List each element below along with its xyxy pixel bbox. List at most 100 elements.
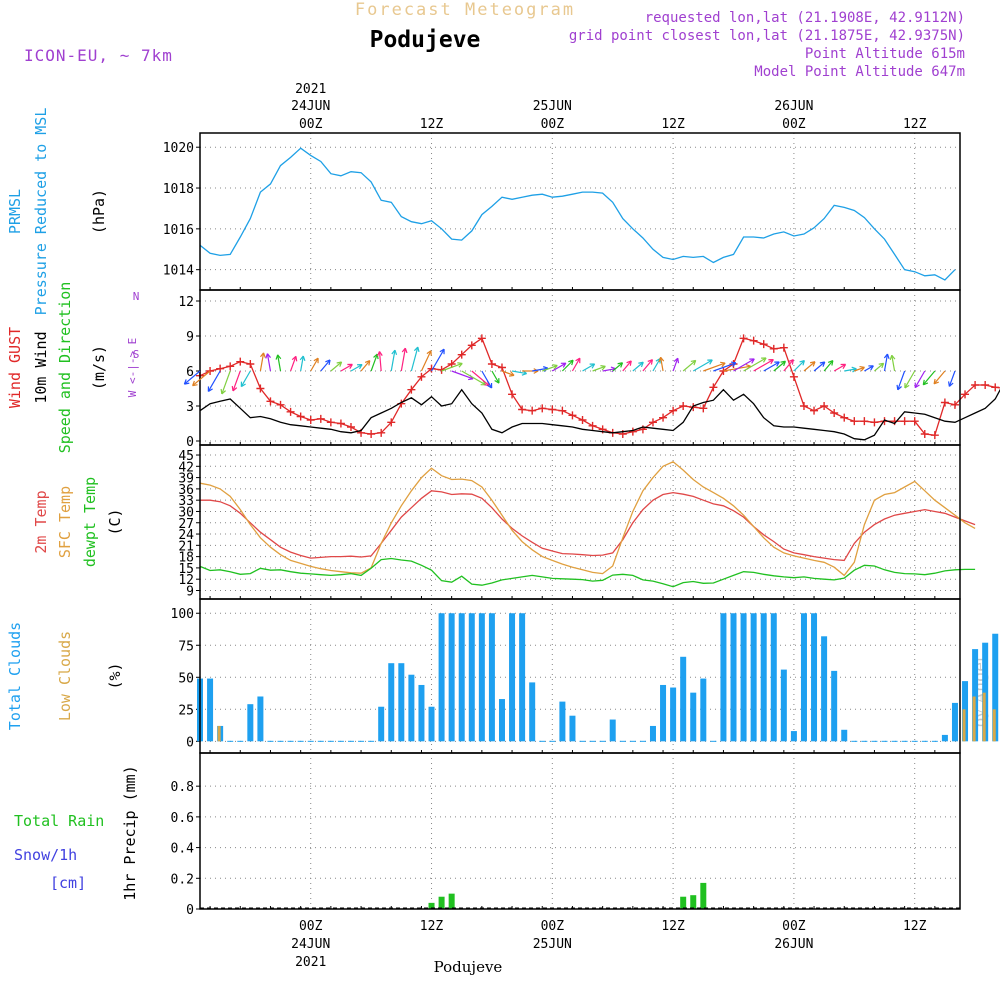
gust-point (659, 413, 668, 422)
y-tick-label: 50 (178, 671, 194, 686)
wind-arrow (642, 359, 653, 372)
low-clouds-bar (982, 692, 986, 742)
wind-arrow (948, 370, 956, 387)
wind-arrow (833, 363, 846, 372)
bottom-day-label: 24JUN (291, 937, 330, 952)
wind-arrow-head (183, 379, 190, 385)
wind-gust-line (199, 337, 1000, 436)
wind-arrow-head (889, 354, 896, 361)
2m-temp-line (200, 490, 976, 562)
y-tick-label: 27 (178, 517, 194, 532)
wind-arrow-head (299, 355, 306, 361)
wind-arrow (378, 351, 382, 372)
wind-arrow (511, 370, 527, 375)
low-clouds-bar (217, 725, 221, 742)
gust-point (920, 430, 929, 438)
wind-arrow (259, 352, 265, 372)
wind-arrow (390, 350, 396, 372)
wind-arrow (431, 348, 445, 372)
total-clouds-bar (750, 613, 757, 742)
wind-arrow-head (788, 359, 794, 365)
pressure-ylabel: (hPa) (90, 189, 108, 234)
top-day-label: 25JUN (533, 99, 572, 114)
point-altitude: Point Altitude 615m (805, 46, 965, 62)
wind-arrow-head (552, 364, 558, 370)
y-tick-label: 12 (178, 573, 194, 588)
total-clouds-bar (780, 669, 787, 742)
y-tick-label: 0 (186, 435, 194, 450)
total-clouds-bar (680, 656, 687, 742)
top-time-label: 00Z (541, 117, 565, 132)
gust-point (789, 372, 798, 381)
precip-panel: 0 0.2 0.4 0.6 0.8 Total Rain Snow/1h [cm] 1hr Pr… (14, 752, 961, 918)
wind-arrow-head (600, 365, 606, 371)
top-day-label: 24JUN (291, 99, 330, 114)
wind-arrow (914, 370, 926, 388)
y-tick-label: 15 (178, 562, 194, 577)
wind-arrow-head (364, 360, 371, 366)
wind-arrow (602, 368, 616, 372)
gust-point (236, 357, 245, 366)
wind-arrow (773, 360, 786, 372)
y-tick-label: 0 (186, 735, 194, 750)
wind-arrow-head (401, 347, 408, 354)
wind-arrow (733, 358, 755, 372)
wind-arrow-head (840, 363, 847, 369)
bottom-day-label: 26JUN (774, 937, 813, 952)
wind-arrow (300, 355, 304, 372)
wind-arrow (793, 360, 805, 372)
wind-arrow-head (589, 363, 596, 369)
wind-arrow-head (426, 350, 432, 356)
wind-arrow-head (761, 357, 767, 363)
wind-arrow (692, 359, 713, 372)
gust-point (860, 417, 869, 426)
total-clouds-bar (488, 613, 495, 742)
wind-arrow-head (457, 362, 463, 368)
pressure-frame (199, 132, 961, 291)
wind-arrow-head (291, 355, 298, 362)
total-clouds-bar (529, 682, 536, 742)
wind-arrow (491, 370, 500, 384)
total-clouds-bar (821, 636, 828, 742)
wind-arrow (320, 359, 331, 372)
total-clouds-bar (700, 678, 707, 742)
model-label: ICON-EU, ~ 7km (24, 46, 173, 65)
wind-arrow (874, 362, 885, 372)
y-tick-label: 1016 (163, 223, 194, 238)
gust-point (558, 406, 567, 415)
wind-arrow-head (487, 382, 493, 389)
total-clouds-bar (207, 678, 214, 742)
bottom-time-label: 00Z (299, 919, 323, 934)
gust-point (971, 381, 980, 389)
total-clouds-bar (730, 613, 737, 742)
low-clouds-bar (992, 709, 996, 742)
bottom-time-label: 12Z (420, 919, 444, 934)
wind-arrow (823, 360, 834, 372)
gust-point (799, 402, 808, 410)
gust-point (407, 385, 416, 394)
total-clouds-bar (670, 687, 677, 742)
gust-point (477, 334, 486, 343)
wind-arrow (232, 370, 241, 392)
wind-arrow-head (730, 361, 737, 367)
wind-arrow (612, 362, 623, 372)
y-tick-label: 36 (178, 483, 194, 498)
gust-point (769, 344, 778, 353)
wind-arrow (461, 370, 486, 386)
wind-arrow-head (859, 365, 865, 372)
wind-arrow-head (878, 362, 885, 369)
total-clouds-bar (982, 642, 989, 742)
total-clouds-bar (519, 613, 526, 742)
gust-point (679, 402, 688, 410)
wind-arrow (370, 353, 378, 372)
bottom-location: Podujeve (434, 958, 503, 976)
total-clouds-bar (388, 663, 395, 742)
gust-point (497, 363, 506, 372)
wind-arrow-head (626, 360, 632, 366)
wind-arrow-head (413, 346, 420, 353)
gust-point (538, 404, 547, 413)
wind-arrow (340, 363, 353, 372)
wind-arrow-head (883, 353, 890, 359)
total-clouds-bar (418, 684, 425, 742)
series-line (199, 147, 956, 281)
